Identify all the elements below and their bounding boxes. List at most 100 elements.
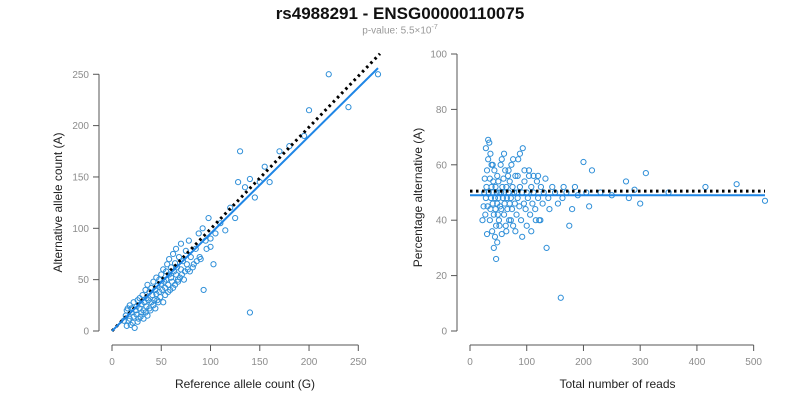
right-x-tick-label: 400 (689, 357, 706, 368)
left-data-point (196, 253, 203, 261)
left-data-point (301, 132, 308, 139)
right-data-point (486, 175, 493, 182)
right-data-point (490, 244, 497, 251)
left-data-point (165, 281, 172, 288)
right-data-point (508, 161, 515, 168)
left-data-point (134, 318, 141, 325)
right-x-axis-label: Total number of reads (559, 377, 675, 391)
right-data-point (492, 255, 500, 263)
right-y-tick-label: 100 (430, 50, 447, 61)
right-data-point (580, 158, 587, 166)
left-y-tick-label: 250 (72, 70, 89, 81)
left-data-point (152, 305, 159, 312)
left-data-point (261, 163, 268, 170)
right-data-point (523, 222, 530, 229)
left-data-point (157, 294, 164, 301)
left-data-point (123, 322, 130, 329)
left-data-point (212, 230, 219, 237)
left-data-point (177, 240, 185, 247)
left-data-point (246, 309, 254, 316)
right-data-point (487, 150, 494, 157)
p-value-exponent: -7 (431, 24, 438, 31)
left-data-point (185, 237, 192, 244)
right-data-point (491, 233, 499, 240)
right-data-point (482, 211, 489, 218)
left-data-point (251, 194, 258, 201)
left-data-point (205, 214, 212, 222)
right-x-tick-label: 200 (575, 357, 592, 368)
right-data-point (497, 161, 504, 168)
right-data-point (560, 183, 567, 191)
left-data-point (164, 261, 171, 268)
right-data-point (516, 203, 523, 210)
right-data-point (549, 183, 556, 191)
right-data-point (534, 172, 542, 179)
right-data-point (537, 183, 545, 191)
p-value-text: p-value: 5.5×10 (362, 25, 432, 37)
left-data-point (236, 148, 244, 155)
left-data-point (160, 299, 167, 306)
right-data-point (502, 222, 509, 229)
right-data-point (486, 217, 493, 224)
left-data-point (140, 315, 147, 322)
right-data-point (485, 156, 492, 163)
left-data-point (172, 245, 180, 252)
left-x-tick-label: 0 (109, 357, 115, 368)
left-scatter-plot: 0 50 100 150 200 250 0 50 100 150 200 250 Reference … (51, 52, 382, 391)
right-data-point (543, 244, 550, 251)
right-data-point (490, 211, 497, 218)
right-data-point (533, 178, 541, 185)
left-data-point (246, 175, 254, 183)
right-data-point (510, 222, 517, 229)
left-data-point (182, 247, 189, 254)
right-data-point (532, 217, 539, 224)
right-y-tick-label: 80 (436, 105, 448, 116)
right-data-point (492, 222, 500, 229)
left-x-tick-label: 200 (301, 357, 318, 368)
left-y-tick-label: 0 (83, 327, 89, 338)
right-data-point (509, 183, 516, 191)
left-data-point (189, 264, 196, 271)
left-data-point (200, 286, 207, 294)
right-data-point (500, 211, 508, 218)
right-data-point (489, 200, 496, 207)
right-data-point (503, 183, 510, 191)
right-x-tick-label: 300 (632, 357, 649, 368)
left-data-point (147, 307, 154, 314)
right-data-point (503, 228, 510, 235)
left-y-tick-label: 50 (78, 275, 90, 286)
right-data-point (519, 233, 526, 240)
left-x-axis-label: Reference allele count (G) (175, 377, 315, 391)
left-data-point (345, 104, 352, 111)
right-data-point (631, 186, 638, 193)
right-data-point (504, 206, 511, 213)
left-data-point (207, 235, 214, 242)
right-data-point (539, 200, 546, 207)
left-y-tick-label: 150 (72, 172, 89, 183)
left-data-point (190, 261, 197, 268)
right-data-point (511, 200, 518, 207)
right-data-point (566, 222, 573, 229)
right-x-tick-label: 100 (518, 357, 535, 368)
left-data-point (374, 71, 382, 78)
right-data-point (554, 200, 562, 207)
left-data-point (235, 178, 242, 186)
right-data-point (622, 178, 630, 185)
left-data-point (178, 271, 186, 278)
right-data-point (491, 167, 498, 174)
right-data-point (521, 178, 528, 185)
right-data-point (498, 230, 505, 238)
right-data-point (502, 167, 509, 174)
right-data-point (569, 206, 576, 213)
right-data-point (516, 183, 524, 191)
left-x-tick-label: 50 (156, 357, 168, 368)
right-data-point (546, 206, 553, 213)
left-data-point (127, 321, 134, 328)
right-data-point (505, 167, 512, 174)
right-data-point (520, 200, 527, 207)
right-data-point (733, 181, 740, 188)
left-data-point (325, 71, 332, 78)
right-data-point (488, 183, 495, 191)
right-data-point (495, 178, 502, 185)
right-data-point (506, 200, 513, 207)
